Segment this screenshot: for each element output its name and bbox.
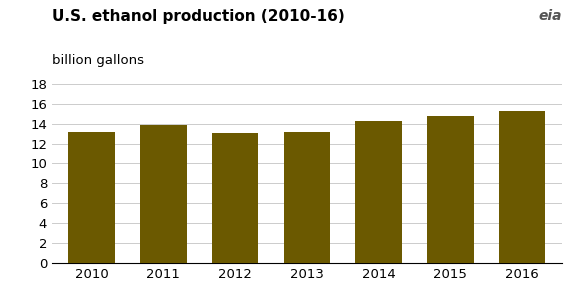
Text: eia: eia <box>538 9 562 23</box>
Bar <box>212 132 258 263</box>
Bar <box>284 132 330 263</box>
Text: U.S. ethanol production (2010-16): U.S. ethanol production (2010-16) <box>52 9 345 24</box>
Bar <box>140 125 186 263</box>
Text: billion gallons: billion gallons <box>52 54 144 67</box>
Bar <box>68 132 115 263</box>
Bar <box>499 111 545 263</box>
Bar <box>427 116 474 263</box>
Bar <box>356 120 402 263</box>
